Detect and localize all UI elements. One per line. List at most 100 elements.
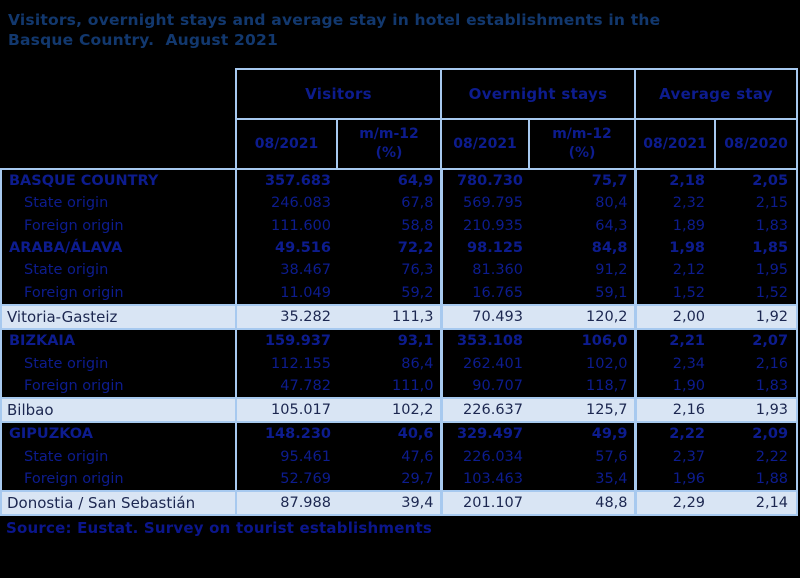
cell-value: 16.765: [439, 281, 530, 305]
cell-value: 98.125: [439, 236, 530, 260]
cell-value: 76,3: [337, 259, 442, 282]
group-header-row: Visitors Overnight stays Average stay: [1, 68, 799, 170]
cell-value: 569.795: [439, 192, 530, 215]
cell-value: 72,2: [337, 236, 442, 260]
page-title: Visitors, overnight stays and average st…: [8, 11, 661, 49]
cell-value: 87.988: [235, 490, 337, 517]
col-header-visitors-082021: 08/2021: [235, 118, 338, 170]
cell-value: 47,6: [337, 445, 442, 468]
col-header-overnight-082021: 08/2021: [440, 118, 531, 170]
cell-value: 111,3: [337, 303, 442, 331]
cell-value: 70.493: [439, 303, 530, 331]
cell-value: 58,8: [337, 214, 442, 237]
table-row: Foreign origin 11.049 59,2 16.765 59,1 1,52 1,…: [0, 281, 799, 305]
corner-cell: [1, 69, 237, 170]
cell-value: 2,16: [633, 396, 716, 424]
cell-value: 80,4: [529, 192, 636, 215]
row-label: BIZKAIA: [0, 329, 236, 353]
cell-value: 111.600: [235, 214, 337, 237]
cell-value: 1,90: [633, 374, 716, 398]
row-label: Foreign origin: [0, 467, 236, 492]
cell-value: 103.463: [439, 467, 530, 492]
cell-value: 210.935: [439, 214, 530, 237]
cell-value: 2,16: [715, 352, 799, 375]
row-label: State origin: [0, 192, 236, 215]
row-label: Foreign origin: [0, 281, 236, 305]
cell-value: 2,18: [633, 169, 716, 193]
cell-value: 11.049: [235, 281, 337, 305]
cell-value: 64,3: [529, 214, 636, 237]
cell-value: 93,1: [337, 329, 442, 353]
cell-value: 226.637: [439, 396, 530, 424]
table-row: State origin 38.467 76,3 81.360 91,2 2,12 1,95: [0, 259, 799, 282]
cell-value: 2,12: [633, 259, 716, 282]
table-row: Bilbao 105.017 102,2 226.637 125,7 2,16 1,93: [0, 396, 799, 424]
cell-value: 86,4: [337, 352, 442, 375]
cell-value: 40,6: [337, 422, 442, 446]
table-body: BASQUE COUNTRY 357.683 64,9 780.730 75,7 2,18…: [0, 169, 799, 517]
table-row: GIPUZKOA 148.230 40,6 329.497 49,9 2,22 2,09: [0, 422, 799, 446]
cell-value: 49.516: [235, 236, 337, 260]
cell-value: 48,8: [529, 490, 636, 517]
cell-value: 2,21: [633, 329, 716, 353]
table-row: ARABA/ÁLAVA 49.516 72,2 98.125 84,8 1,98 1,85: [0, 236, 799, 260]
cell-value: 780.730: [439, 169, 530, 193]
table-row: BIZKAIA 159.937 93,1 353.108 106,0 2,21 2,07: [0, 329, 799, 353]
cell-value: 2,05: [715, 169, 799, 193]
cell-value: 201.107: [439, 490, 530, 517]
cell-value: 2,37: [633, 445, 716, 468]
cell-value: 1,52: [633, 281, 716, 305]
cell-value: 64,9: [337, 169, 442, 193]
col-header-visitors-variation: m/m-12 (%): [335, 118, 443, 170]
cell-value: 57,6: [529, 445, 636, 468]
cell-value: 84,8: [529, 236, 636, 260]
cell-value: 118,7: [529, 374, 636, 398]
row-label: State origin: [0, 259, 236, 282]
table-row: Foreign origin 111.600 58,8 210.935 64,3 1,89…: [0, 214, 799, 237]
cell-value: 1,92: [715, 303, 799, 331]
cell-value: 39,4: [337, 490, 442, 517]
col-header-average-082021: 08/2021: [634, 118, 717, 170]
cell-value: 29,7: [337, 467, 442, 492]
cell-value: 67,8: [337, 192, 442, 215]
table-row: State origin 112.155 86,4 262.401 102,0 2,34 2…: [0, 352, 799, 375]
cell-value: 2,09: [715, 422, 799, 446]
cell-value: 357.683: [235, 169, 337, 193]
cell-value: 1,83: [715, 214, 799, 237]
group-header-average-stay: Average stay: [634, 68, 799, 120]
cell-value: 75,7: [529, 169, 636, 193]
cell-value: 102,2: [337, 396, 442, 424]
cell-value: 2,14: [715, 490, 799, 517]
cell-value: 81.360: [439, 259, 530, 282]
cell-value: 52.769: [235, 467, 337, 492]
table-row: Donostia / San Sebastián 87.988 39,4 201.10…: [0, 490, 799, 517]
row-label: GIPUZKOA: [0, 422, 236, 446]
cell-value: 2,15: [715, 192, 799, 215]
cell-value: 1,52: [715, 281, 799, 305]
cell-value: 90.707: [439, 374, 530, 398]
row-label: ARABA/ÁLAVA: [0, 236, 236, 260]
cell-value: 1,96: [633, 467, 716, 492]
cell-value: 1,85: [715, 236, 799, 260]
cell-value: 112.155: [235, 352, 337, 375]
row-label: Foreign origin: [0, 374, 236, 398]
cell-value: 105.017: [235, 396, 337, 424]
col-header-average-082020: 08/2020: [714, 118, 799, 170]
sub-header-row: 08/2021 m/m-12 (%) 08/2021 m/m-12 (%) 08…: [1, 118, 799, 170]
cell-value: 59,1: [529, 281, 636, 305]
group-header-visitors: Visitors: [234, 68, 443, 120]
cell-value: 91,2: [529, 259, 636, 282]
cell-value: 106,0: [529, 329, 636, 353]
table-row: State origin 95.461 47,6 226.034 57,6 2,37 2,2…: [0, 445, 799, 468]
cell-value: 226.034: [439, 445, 530, 468]
cell-value: 1,88: [715, 467, 799, 492]
table-row: Vitoria-Gasteiz 35.282 111,3 70.493 120,2 2,0…: [0, 303, 799, 331]
cell-value: 246.083: [235, 192, 337, 215]
cell-value: 2,07: [715, 329, 799, 353]
cell-value: 1,93: [715, 396, 799, 424]
cell-value: 35.282: [235, 303, 337, 331]
cell-value: 2,29: [633, 490, 716, 517]
cell-value: 59,2: [337, 281, 442, 305]
row-label: Bilbao: [0, 396, 236, 424]
